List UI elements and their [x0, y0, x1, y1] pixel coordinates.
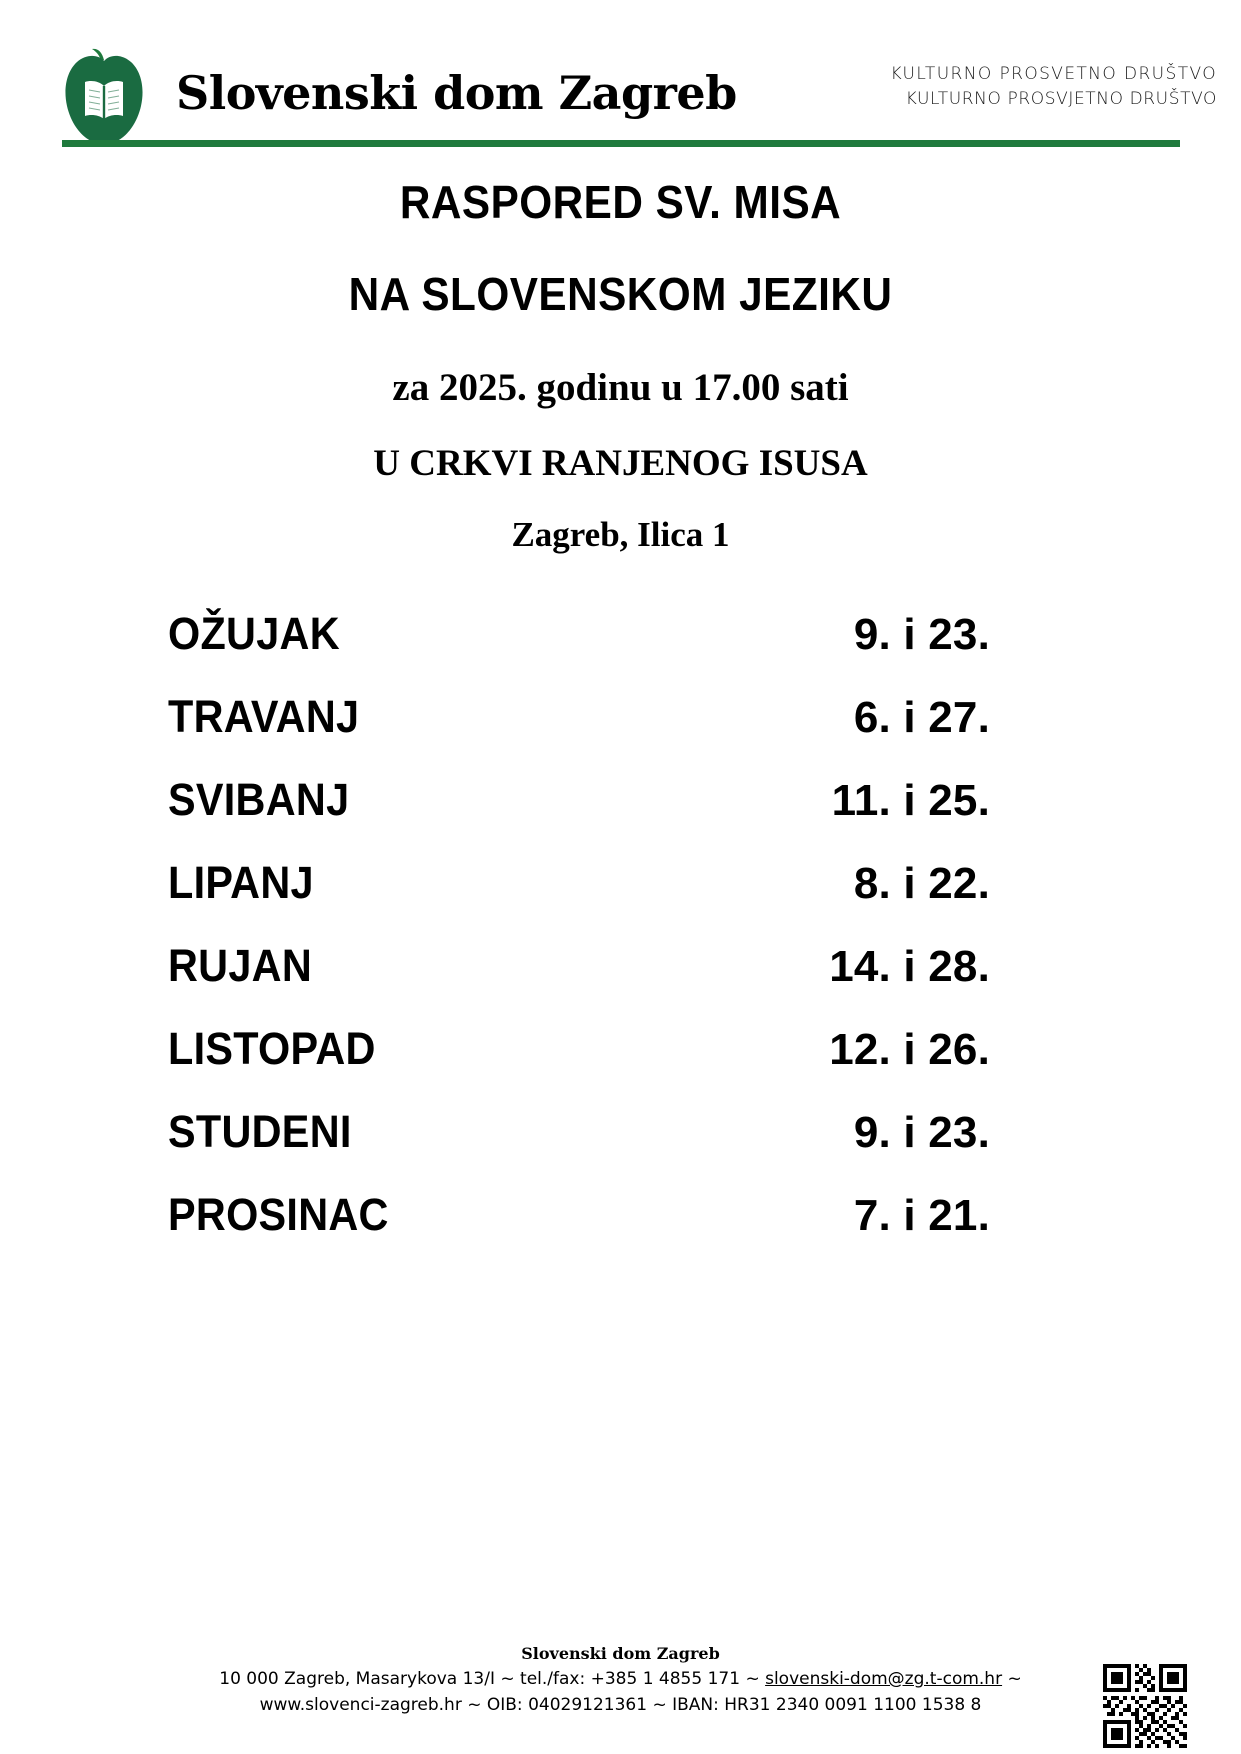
- month-label: LISTOPAD: [168, 1023, 376, 1074]
- schedule-row: TRAVANJ 6. i 27.: [168, 691, 990, 774]
- schedule-row: SVIBANJ 11. i 25.: [168, 774, 990, 857]
- year-time-line: za 2025. godinu u 17.00 sati: [392, 366, 849, 409]
- month-label: TRAVANJ: [168, 691, 360, 742]
- page-footer: Slovenski dom Zagreb 10 000 Zagreb, Masa…: [0, 1644, 1241, 1718]
- month-label: RUJAN: [168, 940, 313, 991]
- footer-ids-text: ~ OIB: 04029121361 ~ IBAN: HR31 2340 009…: [461, 1694, 982, 1715]
- page-title: RASPORED SV. MISA: [399, 176, 842, 228]
- schedule-row: RUJAN 14. i 28.: [168, 940, 990, 1023]
- schedule-row: LISTOPAD 12. i 26.: [168, 1023, 990, 1106]
- footer-email-link[interactable]: slovenski-dom@zg.t-com.hr: [765, 1669, 1003, 1689]
- qr-code-icon: [1103, 1664, 1187, 1748]
- dates-value: 6. i 27.: [853, 693, 990, 742]
- brand-title: Slovenski dom Zagreb: [176, 66, 737, 120]
- footer-contact-line-2: www.slovenci-zagreb.hr ~ OIB: 0402912136…: [0, 1693, 1241, 1719]
- dates-value: 9. i 23.: [853, 610, 990, 659]
- brand-subtitle-croatian: KULTURNO PROSVJETNO DRUŠTVO: [905, 88, 1217, 109]
- dates-value: 11. i 25.: [831, 776, 990, 825]
- page-subtitle: NA SLOVENSKOM JEZIKU: [348, 268, 893, 320]
- address-line: Zagreb, Ilica 1: [511, 515, 730, 554]
- month-label: LIPANJ: [168, 857, 314, 908]
- footer-website-link[interactable]: www.slovenci-zagreb.hr: [259, 1694, 462, 1715]
- mass-schedule-list: OŽUJAK 9. i 23. TRAVANJ 6. i 27. SVIBANJ…: [168, 608, 990, 1272]
- footer-org-name: Slovenski dom Zagreb: [521, 1644, 720, 1663]
- schedule-row: OŽUJAK 9. i 23.: [168, 608, 990, 691]
- footer-contact-line-1: 10 000 Zagreb, Masarykova 13/I ~ tel./fa…: [0, 1667, 1241, 1693]
- apple-with-open-book-icon: [58, 48, 150, 148]
- dates-value: 12. i 26.: [829, 1025, 990, 1074]
- footer-line1-tail: ~: [1002, 1669, 1022, 1689]
- page-header: Slovenski dom Zagreb KULTURNO PROSVETNO …: [0, 0, 1241, 160]
- title-block: RASPORED SV. MISA NA SLOVENSKOM JEZIKU z…: [0, 175, 1241, 555]
- dates-value: 7. i 21.: [853, 1191, 990, 1240]
- month-label: SVIBANJ: [168, 774, 350, 825]
- schedule-row: PROSINAC 7. i 21.: [168, 1189, 990, 1272]
- month-label: PROSINAC: [168, 1189, 389, 1240]
- dates-value: 9. i 23.: [853, 1108, 990, 1157]
- schedule-row: STUDENI 9. i 23.: [168, 1106, 990, 1189]
- dates-value: 14. i 28.: [829, 942, 990, 991]
- month-label: STUDENI: [168, 1106, 352, 1157]
- dates-value: 8. i 22.: [853, 859, 990, 908]
- church-name-line: U CRKVI RANJENOG ISUSA: [373, 443, 868, 484]
- footer-address-text: 10 000 Zagreb, Masarykova 13/I ~ tel./fa…: [219, 1669, 766, 1689]
- month-label: OŽUJAK: [168, 608, 340, 659]
- brand-subtitle-slovene: KULTURNO PROSVETNO DRUŠTVO: [890, 64, 1217, 84]
- header-divider: [62, 140, 1180, 147]
- brand-subtitle: KULTURNO PROSVETNO DRUŠTVO KULTURNO PROS…: [890, 62, 1217, 111]
- schedule-row: LIPANJ 8. i 22.: [168, 857, 990, 940]
